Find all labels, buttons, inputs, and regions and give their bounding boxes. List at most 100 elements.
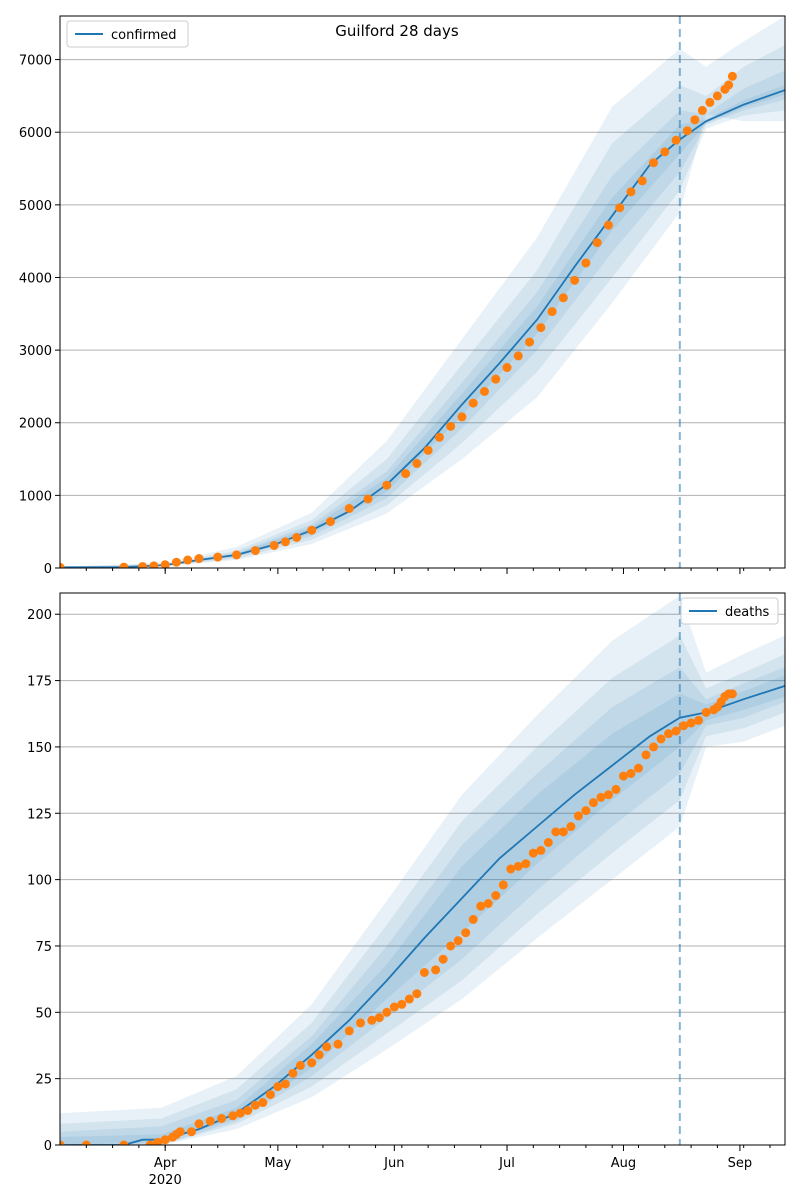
observed-point	[292, 532, 302, 542]
observed-point	[295, 1060, 305, 1070]
observed-point	[660, 147, 670, 157]
observed-point	[641, 750, 651, 760]
confidence-band	[60, 70, 785, 568]
x-tick-label: Apr	[154, 1156, 177, 1171]
observed-point	[160, 1135, 170, 1145]
observed-point	[679, 721, 689, 731]
observed-point	[506, 864, 516, 874]
deaths-panel: 0 25 50 75 100 125 150 175 200 Apr May Jun Jul Aug Sep…	[27, 592, 786, 1188]
observed-point	[543, 837, 553, 847]
observed-point	[633, 763, 643, 773]
x-axis: Apr May Jun Jul Aug Sep 2020	[85, 1145, 771, 1188]
y-axis: 0 25 50 75 100 125 150 175 200	[27, 608, 60, 1154]
observed-point	[476, 901, 486, 911]
observed-point	[626, 768, 636, 778]
observed-point	[269, 540, 279, 550]
observed-point	[356, 1018, 366, 1028]
x-tick-label: Jun	[383, 1156, 404, 1171]
observed-point	[217, 1113, 227, 1123]
observed-point	[412, 989, 422, 999]
y-tick-label: 100	[27, 874, 52, 889]
y-tick-label: 4000	[19, 271, 52, 286]
observed-point	[581, 258, 591, 268]
observed-point	[280, 1079, 290, 1089]
observed-point	[615, 203, 625, 213]
observed-point	[60, 1140, 65, 1145]
confirmed-panel: 0 1000 2000 3000 4000 5000 6000 7000 confirmed	[19, 15, 786, 577]
observed-point	[551, 827, 561, 837]
axes-frame	[59, 15, 786, 569]
observed-point	[468, 914, 478, 924]
y-tick-label: 2000	[19, 417, 52, 432]
observed-point	[468, 398, 478, 408]
observed-point	[250, 546, 260, 556]
observed-point	[412, 458, 422, 468]
observed-point	[367, 1015, 377, 1025]
observed-point	[404, 994, 414, 1004]
observed-point	[603, 220, 613, 230]
observed-point	[307, 525, 317, 535]
observed-point	[307, 1058, 317, 1068]
observed-point	[724, 80, 734, 90]
observed-point	[288, 1068, 298, 1078]
observed-point	[453, 936, 463, 946]
observed-point	[547, 307, 557, 317]
observed-point	[325, 517, 335, 527]
observed-point	[649, 742, 659, 752]
observed-point	[374, 1013, 384, 1023]
observed-point	[592, 238, 602, 248]
x-year-label: 2020	[149, 1173, 182, 1188]
observed-point	[81, 1140, 91, 1145]
y-tick-label: 1000	[19, 489, 52, 504]
observed-point	[333, 1039, 343, 1049]
observed-point	[243, 1106, 253, 1115]
observed-point	[513, 351, 523, 361]
observed-point	[618, 771, 628, 781]
observed-point	[581, 806, 591, 816]
observed-point	[194, 554, 204, 564]
observed-point	[228, 1111, 238, 1121]
observed-point	[175, 1127, 185, 1137]
legend-box	[680, 597, 779, 625]
observed-point	[483, 899, 493, 908]
observed-point	[682, 126, 692, 136]
observed-point	[314, 1050, 324, 1060]
y-tick-label: 200	[27, 608, 52, 623]
observed-point	[235, 1108, 245, 1118]
observed-point	[491, 374, 501, 384]
x-tick-label: Jul	[498, 1156, 515, 1171]
observed-point	[491, 891, 501, 901]
observed-point	[558, 827, 568, 837]
observed-point	[649, 158, 659, 168]
observed-point	[637, 176, 647, 186]
legend-label: confirmed	[111, 28, 177, 43]
confidence-band	[60, 667, 785, 1145]
observed-point	[446, 941, 456, 951]
observed-point	[194, 1119, 204, 1129]
legend: confirmed	[66, 20, 189, 48]
confidence-band	[60, 595, 785, 1145]
y-tick-label: 5000	[19, 199, 52, 214]
observed-point	[671, 726, 681, 736]
observed-point	[419, 968, 429, 977]
observed-point	[686, 718, 696, 728]
confidence-band	[60, 16, 785, 568]
observed-point	[434, 432, 444, 442]
observed-point	[423, 445, 433, 455]
y-tick-label: 3000	[19, 344, 52, 359]
observed-point	[205, 1116, 215, 1126]
observed-point	[536, 323, 546, 333]
observed-point	[363, 494, 373, 504]
y-tick-label: 25	[35, 1073, 52, 1088]
observed-point	[671, 135, 681, 145]
observed-point	[705, 97, 715, 107]
plot-area	[60, 593, 785, 1145]
observed-points	[60, 71, 737, 568]
observed-point	[521, 859, 531, 869]
observed-point	[382, 1007, 392, 1017]
observed-point	[119, 1140, 129, 1145]
observed-point	[149, 561, 159, 568]
